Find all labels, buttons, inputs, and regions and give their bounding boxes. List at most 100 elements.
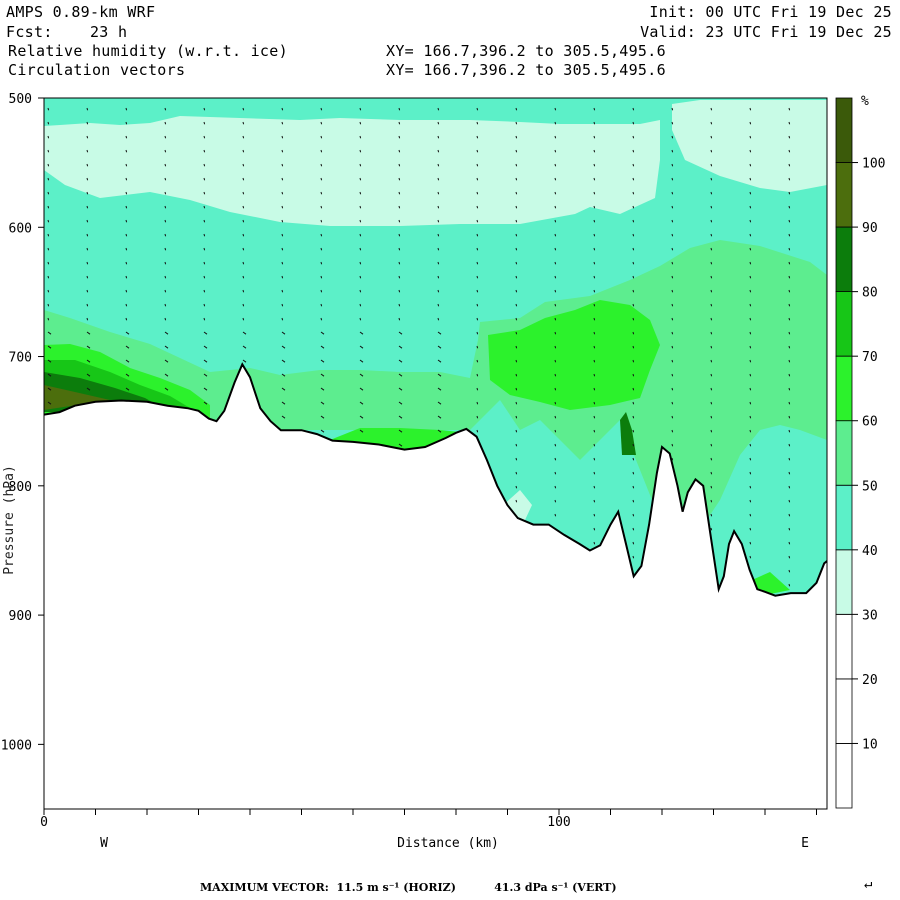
circulation-vector-mark: [632, 373, 635, 377]
circulation-vector-mark: [671, 359, 674, 363]
circulation-vector-mark: [359, 261, 362, 265]
circulation-vector-mark: [86, 275, 89, 279]
circulation-vector-mark: [359, 303, 362, 307]
circulation-vector-mark: [281, 317, 284, 321]
circulation-vector-mark: [281, 289, 284, 293]
circulation-vector-mark: [554, 429, 557, 433]
circulation-vector-mark: [398, 429, 403, 433]
circulation-vector-mark: [437, 331, 442, 335]
circulation-vector-mark: [632, 513, 635, 517]
circulation-vector-mark: [710, 163, 713, 167]
circulation-vector-mark: [749, 373, 752, 377]
circulation-vector-mark: [476, 261, 479, 265]
circulation-vector-mark: [554, 513, 557, 517]
circulation-vector-mark: [359, 205, 362, 209]
circulation-vector-mark: [242, 261, 245, 265]
circulation-vector-mark: [281, 303, 284, 307]
circulation-vector-mark: [554, 499, 557, 503]
circulation-vector-mark: [788, 499, 791, 503]
circulation-vector-mark: [86, 205, 89, 209]
circulation-vector-mark: [203, 191, 206, 195]
circulation-vector-mark: [164, 191, 167, 195]
circulation-vector-mark: [47, 401, 52, 405]
circulation-vector-mark: [86, 373, 91, 377]
circulation-vector-mark: [125, 135, 128, 139]
circulation-vector-mark: [86, 107, 89, 111]
circulation-vector-mark: [320, 387, 325, 391]
circulation-vector-mark: [398, 233, 401, 237]
circulation-vector-mark: [242, 205, 245, 209]
circulation-vector-mark: [788, 457, 791, 461]
circulation-vector-mark: [125, 303, 128, 307]
circulation-vector-mark: [320, 233, 323, 237]
circulation-vector-mark: [749, 443, 752, 447]
circulation-vector-mark: [359, 121, 362, 125]
circulation-vector-mark: [671, 121, 674, 125]
circulation-vector-mark: [671, 289, 674, 293]
circulation-vector-mark: [788, 387, 791, 391]
circulation-vector-mark: [593, 331, 596, 335]
circulation-vector-mark: [359, 331, 364, 335]
circulation-vector-mark: [710, 121, 713, 125]
circulation-vector-mark: [398, 191, 401, 195]
circulation-vector-mark: [359, 317, 362, 321]
circulation-vector-mark: [749, 107, 752, 111]
circulation-vector-mark: [359, 359, 364, 363]
circulation-vector-mark: [47, 247, 50, 251]
colorbar-bin: [835, 97, 853, 163]
circulation-vector-mark: [203, 401, 208, 405]
circulation-vector-mark: [398, 149, 401, 153]
circulation-vector-mark: [281, 373, 286, 377]
circulation-vector-mark: [320, 247, 323, 251]
circulation-vector-mark: [164, 177, 167, 181]
circulation-vector-mark: [47, 149, 50, 153]
field-name: Relative humidity (w.r.t. ice): [8, 42, 288, 60]
circulation-vector-mark: [671, 219, 674, 223]
circulation-vector-mark: [164, 345, 169, 349]
circulation-vector-mark: [515, 121, 518, 125]
circulation-vector-mark: [671, 135, 674, 139]
circulation-vector-mark: [47, 345, 52, 349]
circulation-vector-mark: [593, 289, 596, 293]
circulation-vector-mark: [710, 429, 713, 433]
circulation-vector-mark: [710, 177, 713, 181]
circulation-vector-mark: [710, 205, 713, 209]
circulation-vector-mark: [86, 149, 89, 153]
circulation-vector-mark: [632, 387, 635, 391]
circulation-vector-mark: [125, 261, 128, 265]
circulation-vector-mark: [671, 233, 674, 237]
circulation-vector-mark: [632, 317, 635, 321]
circulation-vector-mark: [203, 205, 206, 209]
circulation-vector-mark: [671, 149, 674, 153]
circulation-vector-mark: [281, 219, 284, 223]
circulation-vector-mark: [281, 107, 284, 111]
circulation-vector-mark: [125, 275, 128, 279]
circulation-vector-mark: [788, 219, 791, 223]
circulation-vector-mark: [710, 499, 713, 503]
circulation-vector-mark: [125, 373, 130, 377]
circulation-vector-mark: [788, 373, 791, 377]
circulation-vector-mark: [86, 177, 89, 181]
circulation-vector-mark: [749, 457, 752, 461]
circulation-vector-mark: [671, 401, 674, 405]
circulation-vector-mark: [749, 401, 752, 405]
circulation-vector-mark: [359, 373, 364, 377]
colorbar-bin: [835, 614, 853, 680]
circulation-vector-mark: [437, 415, 442, 419]
circulation-vector-mark: [242, 163, 245, 167]
circulation-vector-mark: [749, 359, 752, 363]
circulation-vector-mark: [515, 205, 518, 209]
circulation-vector-mark: [437, 247, 440, 251]
x-axis-title: Distance (km): [397, 836, 499, 851]
circulation-vector-mark: [359, 275, 362, 279]
colorbar-bin: [835, 355, 853, 422]
circulation-vector-mark: [671, 373, 674, 377]
circulation-vector-mark: [515, 219, 518, 223]
circulation-vector-mark: [281, 331, 286, 335]
circulation-vector-mark: [320, 331, 325, 335]
circulation-vector-mark: [788, 233, 791, 237]
circulation-vector-mark: [281, 205, 284, 209]
colorbar-unit: %: [861, 94, 869, 109]
circulation-vector-mark: [125, 387, 130, 391]
circulation-vector-mark: [515, 261, 518, 265]
